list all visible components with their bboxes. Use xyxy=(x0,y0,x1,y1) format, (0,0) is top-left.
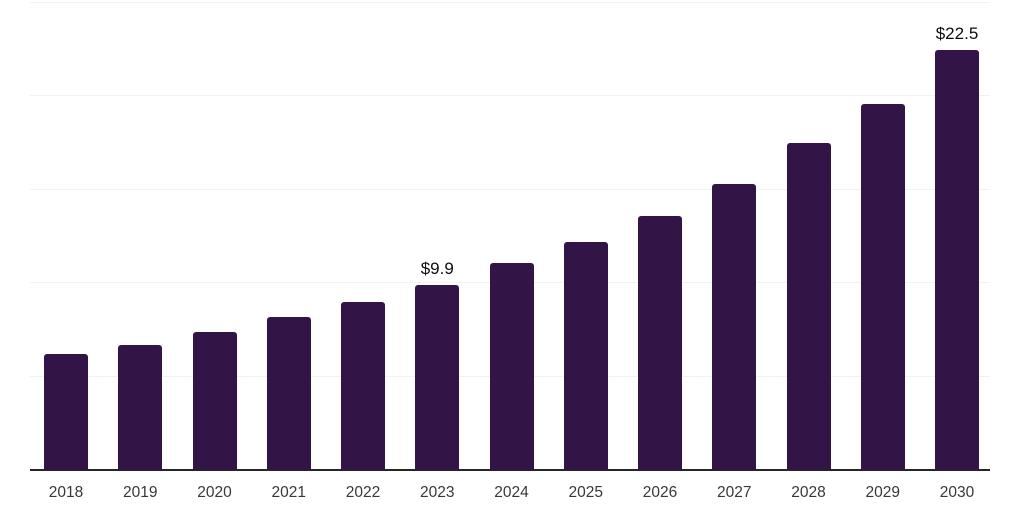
x-tick-label-2029: 2029 xyxy=(865,484,900,501)
x-axis-line xyxy=(30,469,990,471)
bar-2030 xyxy=(935,49,979,470)
x-tick-label-2023: 2023 xyxy=(420,484,455,501)
x-tick-label-2028: 2028 xyxy=(791,484,826,501)
gridline-15 xyxy=(30,188,990,190)
bar-2021 xyxy=(266,316,311,470)
x-tick-label-2020: 2020 xyxy=(197,484,232,501)
bar-2023 xyxy=(415,285,460,470)
x-tick-label-2019: 2019 xyxy=(123,484,158,501)
bar-2024 xyxy=(489,262,534,470)
bar-2018 xyxy=(44,354,88,470)
gridline-20 xyxy=(30,95,990,97)
x-tick-label-2021: 2021 xyxy=(271,484,306,501)
bar-2022 xyxy=(341,301,385,470)
bar-2025 xyxy=(563,242,608,470)
gridline-25 xyxy=(30,2,990,3)
bar-2028 xyxy=(786,143,831,470)
x-tick-label-2024: 2024 xyxy=(494,484,529,501)
bar-2020 xyxy=(192,331,237,470)
plot-area: $9.9 $22.5 xyxy=(30,0,990,471)
data-label-2023: $9.9 xyxy=(420,259,454,279)
x-tick-label-2022: 2022 xyxy=(345,484,381,501)
x-tick-label-2018: 2018 xyxy=(48,484,84,501)
x-tick-label-2027: 2027 xyxy=(717,484,752,501)
x-tick-label-2025: 2025 xyxy=(568,484,603,501)
data-label-2030: $22.5 xyxy=(935,23,979,43)
x-tick-label-2030: 2030 xyxy=(939,484,975,501)
bar-2029 xyxy=(860,103,905,470)
bar-2026 xyxy=(638,215,682,470)
bar-2019 xyxy=(118,344,163,470)
bar-2027 xyxy=(712,184,757,470)
x-tick-label-2026: 2026 xyxy=(642,484,678,501)
